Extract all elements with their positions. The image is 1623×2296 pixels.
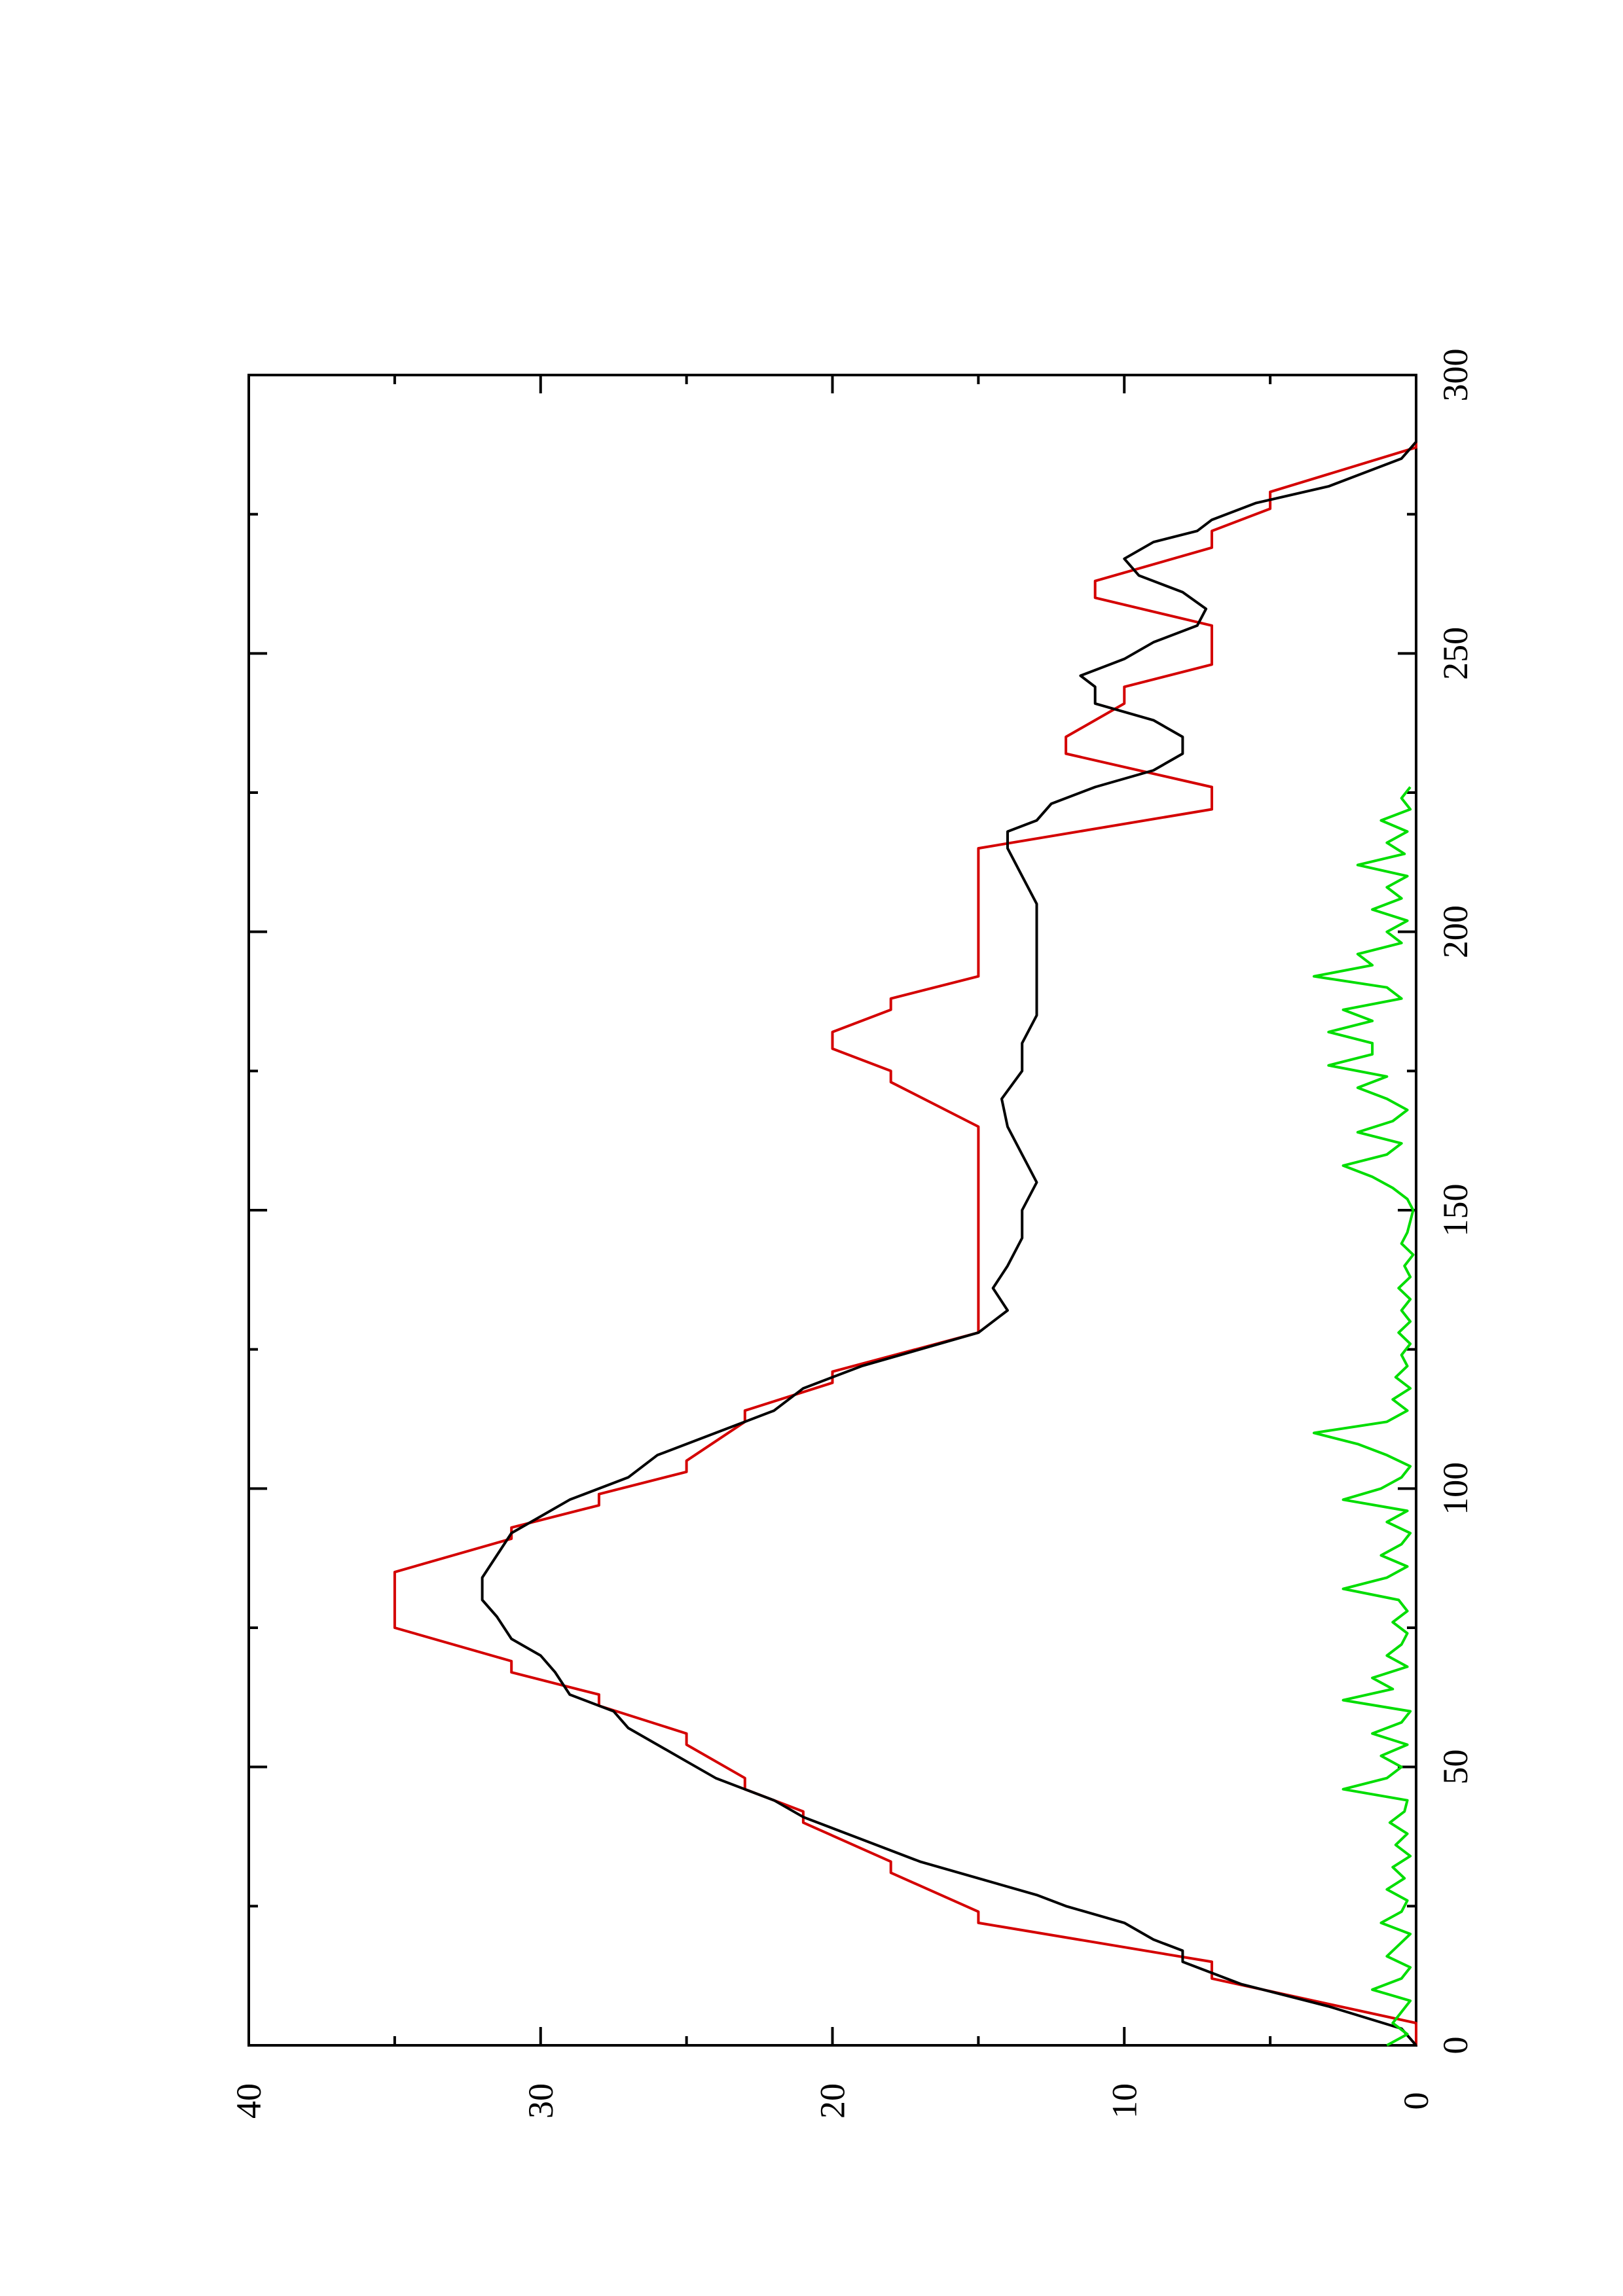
- series-line-2: [481, 375, 1417, 2047]
- series-line-3: [1313, 786, 1415, 2047]
- series-line-1: [393, 375, 1417, 2045]
- axis-ticks-and-labels: 0 50 100 150 200 250 300 0 10 20 30 40: [229, 349, 1475, 2119]
- x-tick-label: 300: [1436, 349, 1475, 402]
- series-layer: [393, 375, 1417, 2047]
- x-tick-label: 200: [1436, 905, 1475, 958]
- x-tick-label: 50: [1436, 1749, 1475, 1785]
- y-tick-label: 30: [521, 2083, 560, 2119]
- y-tick-label: 10: [1104, 2083, 1144, 2119]
- x-tick-label: 0: [1436, 2037, 1475, 2054]
- x-tick-label: 250: [1436, 627, 1475, 680]
- x-tick-label: 150: [1436, 1184, 1475, 1237]
- y-tick-label: 40: [229, 2083, 268, 2119]
- y-tick-label: 0: [1396, 2092, 1436, 2110]
- plot-frame: [247, 374, 1417, 2047]
- x-tick-label: 100: [1436, 1462, 1475, 1515]
- y-tick-label: 20: [813, 2083, 852, 2119]
